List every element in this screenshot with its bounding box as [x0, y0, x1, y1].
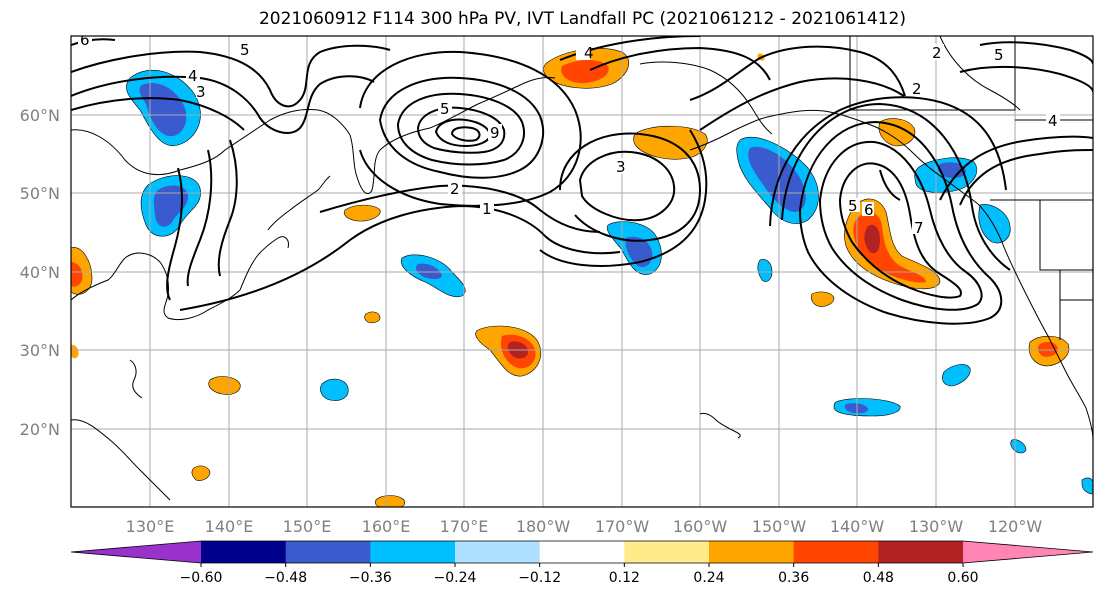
blob-positive-core: [71, 262, 83, 287]
colorbar-segment: [455, 541, 541, 563]
colorbar-segment: [709, 541, 795, 563]
blob-positive-max: [864, 224, 880, 254]
pv-contours: [71, 36, 1093, 325]
contour-label: 5: [848, 197, 858, 215]
colorbar-segment: [370, 541, 456, 563]
colorbar-tick-label: −0.24: [434, 570, 477, 586]
lon-label: 140°W: [830, 517, 885, 536]
lat-label: 50°N: [20, 184, 60, 203]
blob-positive: [364, 311, 381, 324]
contour-label: 2: [932, 44, 942, 62]
contour-label: 3: [616, 158, 626, 176]
lat-label: 30°N: [20, 341, 60, 360]
blob-positive: [208, 376, 241, 395]
contour-label: 5: [240, 41, 250, 59]
lon-label: 180°W: [516, 517, 571, 536]
contour-label: 3: [196, 83, 206, 101]
map-frame: [70, 35, 1094, 508]
lon-label: 170°E: [440, 517, 489, 536]
blob-positive: [191, 465, 211, 481]
lon-label: 160°E: [362, 517, 411, 536]
colorbar-tick-label: −0.12: [518, 570, 561, 586]
contour-label: 5: [994, 46, 1004, 64]
contour-label: 2: [912, 80, 922, 98]
colorbar-tick-label: −0.60: [180, 570, 223, 586]
colorbar: [70, 540, 1094, 564]
blob-negative-core: [153, 185, 188, 227]
lon-label: 130°E: [126, 517, 175, 536]
contour-label: 7: [914, 219, 924, 237]
contour-label: 4: [584, 44, 594, 62]
contour-label: 1: [482, 200, 492, 218]
colorbar-tick-label: 0.24: [693, 570, 724, 586]
colorbar-tick-label: 0.60: [947, 570, 978, 586]
lon-label: 150°E: [283, 517, 332, 536]
colorbar-extension-left: [71, 541, 201, 563]
contour-label: 6: [864, 201, 874, 219]
contour-label: 5: [440, 100, 450, 118]
colorbar-tick-label: −0.36: [349, 570, 392, 586]
lon-label: 120°W: [988, 517, 1043, 536]
lon-label: 150°W: [752, 517, 807, 536]
colorbar-tick-label: 0.12: [609, 570, 640, 586]
contour-label-group: 6 5 4 3 2 1 9 5 3 2 4 5 4 2: [78, 31, 1060, 237]
colorbar-tick-label: 0.48: [863, 570, 894, 586]
blob-positive-core: [561, 60, 609, 84]
blob-negative-core: [748, 146, 806, 212]
contour-label: 4: [1048, 112, 1058, 130]
longitude-labels: 130°E 140°E 150°E 160°E 170°E 180°W 170°…: [126, 517, 1043, 536]
colorbar-extension-right: [963, 541, 1093, 563]
colorbar-segment: [878, 541, 964, 563]
colorbar-segment: [624, 541, 710, 563]
blob-negative: [1081, 477, 1093, 495]
colorbar-segment: [201, 541, 287, 563]
colorbar-tick-label: 0.36: [778, 570, 809, 586]
contour-label: 9: [490, 124, 500, 142]
blob-negative-core: [139, 82, 187, 137]
colorbar-segment: [539, 541, 625, 563]
blob-positive: [810, 291, 835, 307]
blob-positive: [71, 344, 79, 359]
colorbar-segment: [285, 541, 371, 563]
contour-label: 4: [188, 67, 198, 85]
colorbar-ticks: −0.60 −0.48 −0.36 −0.24 −0.12 0.12 0.24 0.36 0.4…: [180, 563, 979, 586]
blob-negative-core: [415, 263, 442, 279]
colorbar-segment: [793, 541, 879, 563]
blob-negative-core: [844, 403, 868, 414]
coastlines: [71, 36, 1093, 501]
lat-label: 20°N: [20, 420, 60, 439]
figure-title: 2021060912 F114 300 hPa PV, IVT Landfall…: [258, 9, 906, 29]
blob-negative: [942, 364, 971, 387]
contour-label: 6: [80, 31, 90, 49]
blob-positive: [878, 118, 916, 147]
blob-negative-core: [937, 162, 966, 179]
colorbar-tick-label: −0.48: [264, 570, 307, 586]
contour-label: 2: [450, 180, 460, 198]
blob-positive: [343, 204, 381, 222]
lon-label: 130°W: [909, 517, 964, 536]
lat-label: 60°N: [20, 106, 60, 125]
lon-label: 170°W: [595, 517, 650, 536]
latitude-labels: 60°N 50°N 40°N 30°N 20°N: [20, 106, 60, 439]
lat-label: 40°N: [20, 263, 60, 282]
blob-positive: [374, 495, 406, 507]
lon-label: 160°W: [673, 517, 728, 536]
blob-negative: [320, 378, 349, 401]
blob-negative: [757, 259, 773, 282]
lon-label: 140°E: [205, 517, 254, 536]
